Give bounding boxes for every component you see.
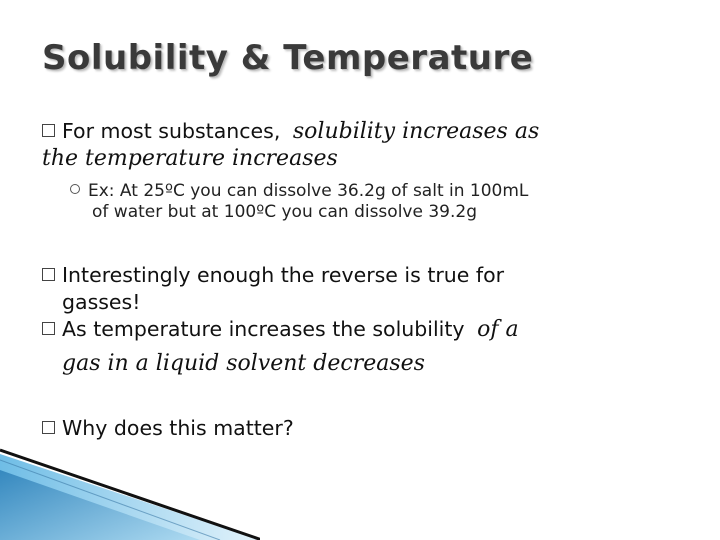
bullet-text: Why does this matter? (62, 416, 294, 440)
corner-decoration (0, 448, 260, 540)
bullet-box-icon (42, 421, 55, 434)
bullet-gasses-cont: gasses! (62, 289, 702, 316)
bullet-text: As temperature increases the solubility (62, 317, 465, 341)
bullet-text: For most substances, (62, 119, 281, 143)
bullet-emphasis: solubility increases as (292, 119, 540, 144)
bullet-emphasis-cont: gas in a liquid solvent decreases (62, 351, 425, 376)
bullet-solubility-rule-cont: the temperature increases (42, 145, 682, 172)
slide-title: Solubility & Temperature (42, 38, 534, 78)
bullet-box-icon (42, 322, 55, 335)
bullet-gas-solubility: As temperature increases the solubility … (42, 316, 682, 343)
bullet-text: Interestingly enough the reverse is true… (62, 263, 505, 287)
sub-bullet-text: Ex: At 25ºC you can dissolve 36.2g of sa… (88, 181, 529, 201)
bullet-why-matter: Why does this matter? (42, 415, 682, 442)
bullet-text-cont: gasses! (62, 290, 141, 314)
bullet-solubility-rule: For most substances, solubility increase… (42, 118, 682, 145)
bullet-box-icon (42, 124, 55, 137)
decor-line-thin (0, 459, 221, 540)
decor-line (0, 448, 260, 540)
sub-bullet-example: Ex: At 25ºC you can dissolve 36.2g of sa… (70, 181, 690, 202)
bullet-emphasis-cont: the temperature increases (42, 146, 338, 171)
sub-bullet-example-cont: of water but at 100ºC you can dissolve 3… (92, 202, 712, 223)
sub-bullet-circle-icon (70, 184, 80, 194)
bullet-gas-solubility-cont: gas in a liquid solvent decreases (62, 350, 702, 377)
bullet-gasses: Interestingly enough the reverse is true… (42, 262, 682, 289)
bullet-emphasis: of a (477, 317, 519, 342)
decor-band-blue (0, 470, 200, 540)
bullet-box-icon (42, 268, 55, 281)
sub-bullet-text-cont: of water but at 100ºC you can dissolve 3… (92, 202, 477, 222)
